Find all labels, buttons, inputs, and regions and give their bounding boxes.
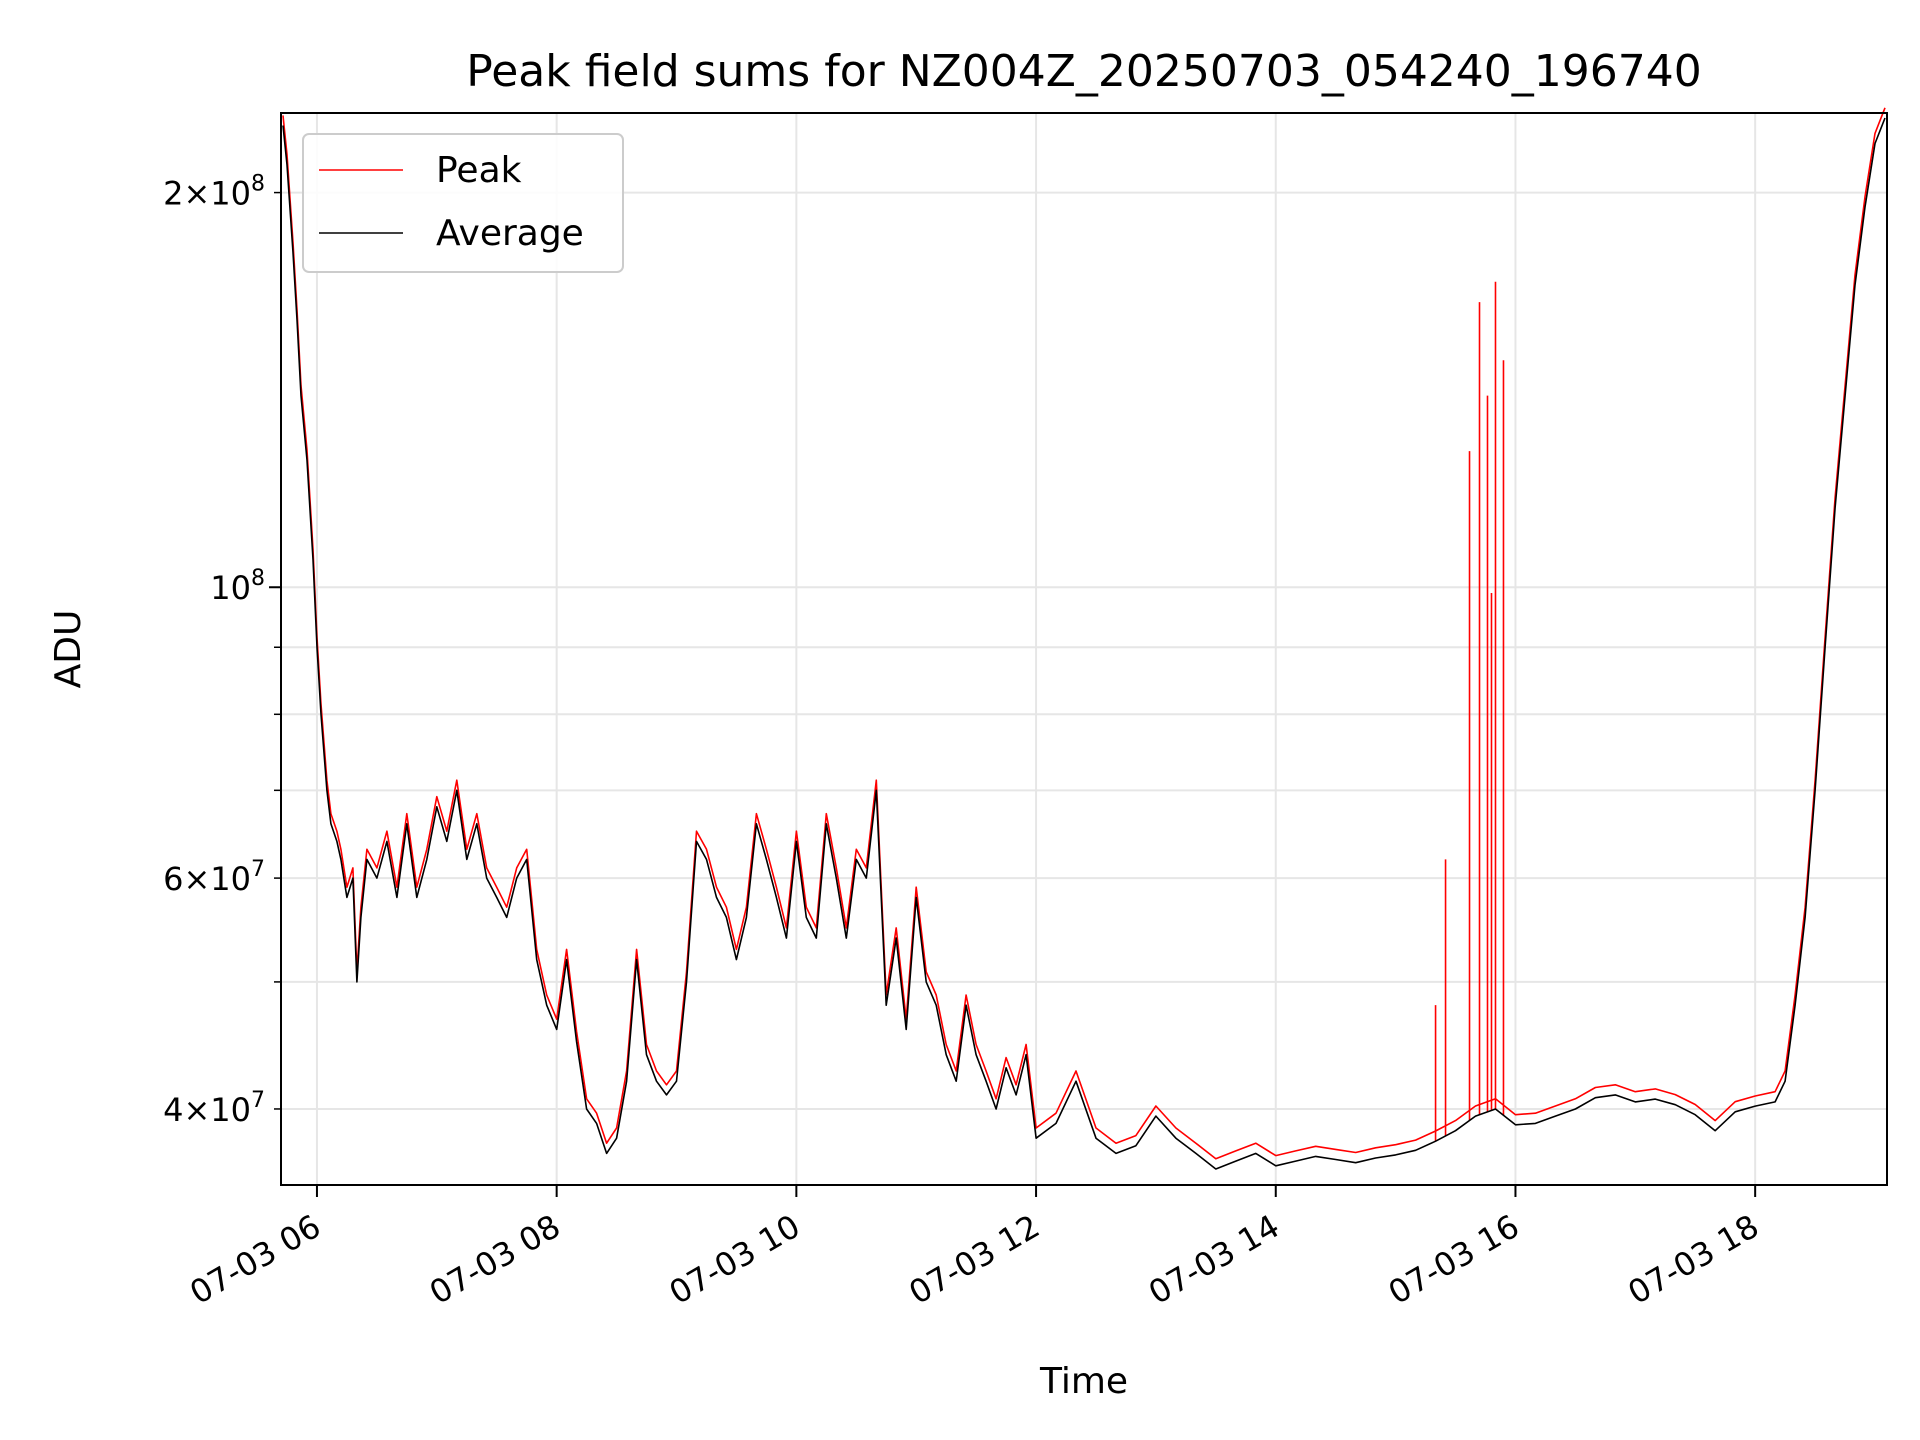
legend-box: [302, 133, 624, 273]
legend-label-average: Average: [436, 213, 584, 254]
average-series-line: [282, 117, 1886, 1170]
series-layer: [282, 107, 1886, 1170]
y-tick-label: 6×107: [163, 857, 265, 898]
legend: Peak Average: [302, 133, 624, 273]
legend-label-peak: Peak: [436, 150, 522, 191]
y-axis-ticks: 108 4×107 6×107 2×108: [163, 172, 281, 1129]
plot-frame: [280, 112, 1888, 1186]
y-tick-label: 4×107: [163, 1088, 265, 1129]
y-tick-label: 108: [210, 566, 265, 607]
x-axis-label: Time: [1039, 1361, 1128, 1402]
y-axis-label: ADU: [48, 610, 89, 689]
grid: [281, 113, 1887, 1185]
y-tick-label: 2×108: [163, 172, 265, 213]
chart-title: Peak field sums for NZ004Z_20250703_0542…: [466, 46, 1702, 97]
peak-series-line: [282, 107, 1886, 1160]
